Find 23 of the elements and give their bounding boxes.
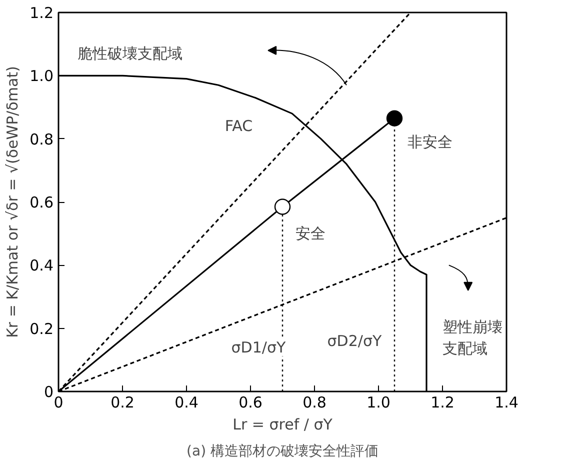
annotation: 安全 (295, 224, 326, 243)
x-tick-label: 0.6 (238, 394, 262, 412)
text: (a) 構造部材の破壊安全性評価 (186, 444, 378, 460)
y-tick-label: 0.8 (30, 130, 54, 148)
y-axis-title: Kr = K/Kmat or √δr = √(δeWP/δmat) (4, 66, 22, 338)
y-tick-label: 1.0 (30, 67, 54, 86)
x-tick-label: 0.8 (302, 394, 326, 412)
annotation: 非安全 (407, 132, 452, 151)
annotation: 塑性崩壊支配域 (442, 318, 502, 358)
y-tick-label: 0.2 (30, 320, 54, 338)
y-tick-label: 0.6 (30, 194, 54, 212)
annotation: 脆性破壊支配域 (78, 44, 183, 63)
annotation: σD2/σY (327, 332, 382, 350)
y-tick-label: 1.2 (30, 4, 54, 22)
annotation: FAC (224, 117, 253, 136)
annotation: σD1/σY (231, 338, 286, 356)
x-tick-label: 0.4 (174, 394, 198, 412)
x-tick-label: 0.2 (110, 394, 134, 412)
x-tick-label: 1.0 (366, 394, 390, 412)
x-tick-label: 1.4 (494, 394, 518, 412)
y-tick-label: 0.4 (30, 256, 54, 275)
x-tick-label: 1.2 (430, 394, 454, 412)
x-axis-title: Lr = σref / σY (232, 416, 334, 434)
